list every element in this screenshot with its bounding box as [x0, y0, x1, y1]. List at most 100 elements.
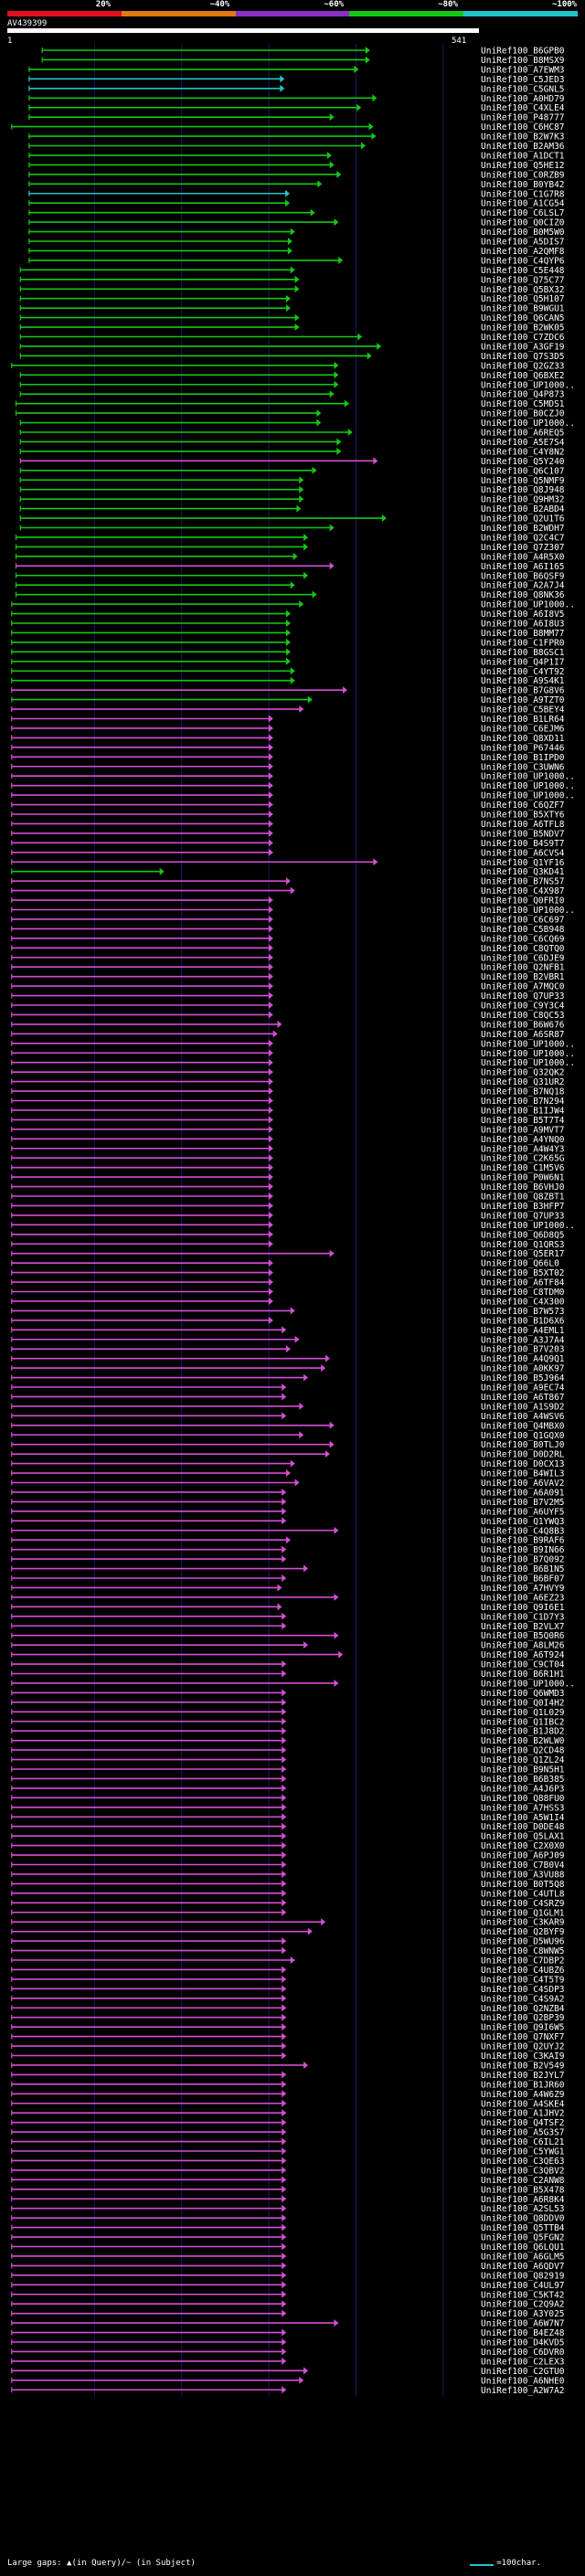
hit-arrow [307, 695, 313, 704]
hit-row: UniRef100_Q2GZ33 [11, 361, 565, 371]
hit-arrow [290, 1307, 295, 1315]
hit-arrow [336, 170, 342, 178]
hit-arrow [290, 581, 295, 589]
hit-arrow [282, 2348, 287, 2356]
hit-label: UniRef100_A6CVS4 [481, 848, 565, 858]
hit-row: UniRef100_C2LEX3 [11, 2357, 565, 2367]
hit-arrow [268, 1211, 273, 1219]
hit-row: UniRef100_B7W573 [11, 1307, 565, 1317]
hit-label: UniRef100_Q2GZ33 [481, 361, 565, 371]
hit-label: UniRef100_A7HVY9 [481, 1584, 565, 1594]
hit-arrow [344, 399, 349, 408]
hit-label: UniRef100_Q4TSF2 [481, 2118, 565, 2128]
hit-label: UniRef100_A4WSV6 [481, 1412, 565, 1422]
hit-label: UniRef100_A2SL53 [481, 2204, 565, 2214]
hit-row: UniRef100_UP1000.. [19, 380, 575, 390]
hit-row: UniRef100_Q7S3D5 [19, 352, 565, 362]
hit-label: UniRef100_B5XTY6 [481, 811, 565, 821]
hit-label: UniRef100_Q2NZB4 [481, 2004, 565, 2014]
hit-row: UniRef100_Q7UP33 [11, 1211, 565, 1221]
hit-label: UniRef100_B7NQ18 [481, 1087, 565, 1097]
hit-label: UniRef100_Q6D8Q5 [481, 1230, 565, 1240]
hit-row: UniRef100_B6GPB0 [41, 47, 565, 57]
hit-arrow [268, 800, 273, 809]
hit-label: UniRef100_C5E448 [481, 266, 565, 276]
hit-arrow [268, 1154, 273, 1162]
hit-arrow [303, 1641, 309, 1649]
hit-arrow [268, 1240, 273, 1248]
hit-label: UniRef100_B8MSX9 [481, 56, 565, 66]
hit-label: UniRef100_Q1YWQ3 [481, 1517, 565, 1527]
hit-row: UniRef100_C4S9A2 [11, 1994, 565, 2004]
hit-arrow [268, 1011, 273, 1019]
color-bar-segment [121, 11, 236, 16]
hit-label: UniRef100_C6QZF7 [481, 800, 565, 811]
hit-row: UniRef100_UP1000.. [11, 772, 575, 782]
hit-row: UniRef100_A4EML1 [11, 1326, 565, 1336]
hit-label: UniRef100_A5G3S7 [481, 2128, 565, 2138]
hit-arrow [334, 218, 339, 227]
hit-arrow [268, 724, 273, 732]
hit-label: UniRef100_Q5TTB4 [481, 2223, 565, 2233]
hit-arrow [282, 2071, 287, 2079]
hit-row: UniRef100_A6R8K4 [11, 2195, 565, 2205]
hit-label: UniRef100_C2X0X0 [481, 1841, 565, 1851]
hit-row: UniRef100_Q8J948 [19, 485, 565, 495]
hit-label: UniRef100_Q0I4H2 [481, 1698, 565, 1708]
hit-arrow [282, 2185, 287, 2193]
hit-row: UniRef100_B2ABD4 [19, 504, 565, 514]
hit-arrow [282, 2262, 287, 2270]
hit-row: UniRef100_D5WU96 [11, 1937, 565, 1947]
hit-label: UniRef100_D0D2RL [481, 1450, 565, 1460]
hit-arrow [268, 1193, 273, 1200]
hit-row: UniRef100_C4YT92 [11, 667, 565, 677]
hit-row: UniRef100_A6GLM5 [11, 2252, 565, 2262]
hit-row: UniRef100_B7NQ18 [11, 1087, 565, 1097]
hit-arrow [268, 1087, 273, 1096]
hit-arrow [285, 877, 291, 885]
hit-row: UniRef100_B7V203 [11, 1345, 565, 1355]
hit-row: UniRef100_UP1000.. [11, 781, 575, 791]
hit-label: UniRef100_B0M5W0 [481, 228, 565, 238]
hit-label: UniRef100_P0W6N1 [481, 1173, 565, 1183]
hit-row: UniRef100_C5BEY4 [11, 705, 565, 716]
hit-arrow [282, 1326, 287, 1334]
hit-label: UniRef100_UP1000.. [481, 600, 575, 610]
hit-arrow [282, 1841, 287, 1850]
hit-label: UniRef100_Q7UP33 [481, 991, 565, 1002]
hit-arrow [282, 1612, 287, 1620]
hit-row: UniRef100_C5KT42 [11, 2290, 565, 2300]
hit-arrow [282, 2128, 287, 2136]
hit-label: UniRef100_Q6C107 [481, 466, 565, 476]
color-bar-segment [7, 11, 122, 16]
hit-label: UniRef100_B2VBR1 [481, 972, 565, 982]
hit-row: UniRef100_Q6LQU1 [11, 2242, 565, 2253]
hit-row: UniRef100_B1JR60 [11, 2080, 565, 2090]
hit-label: UniRef100_Q2U1T6 [481, 514, 565, 525]
hit-label: UniRef100_Q2BP39 [481, 2013, 565, 2023]
hit-arrow [282, 2109, 287, 2117]
hit-arrow [334, 361, 339, 369]
hit-row: UniRef100_B5J964 [11, 1373, 565, 1383]
hit-label: UniRef100_Q2CD48 [481, 1746, 565, 1756]
hit-row: UniRef100_A4Q9Q1 [11, 1354, 565, 1364]
hit-label: UniRef100_Q82919 [481, 2271, 565, 2281]
hit-label: UniRef100_B5X478 [481, 2185, 565, 2195]
hit-label: UniRef100_C8WNW5 [481, 1946, 565, 1956]
hit-row: UniRef100_Q4P1I7 [11, 657, 565, 667]
hit-arrow [329, 390, 335, 398]
hit-label: UniRef100_Q2BYF9 [481, 1927, 565, 1937]
hit-arrow [282, 1507, 287, 1515]
hit-arrow [307, 1927, 313, 1935]
hit-row: UniRef100_Q1YWQ3 [11, 1517, 565, 1527]
hit-label: UniRef100_C1D7Y3 [481, 1612, 565, 1622]
hit-label: UniRef100_B8GSC1 [481, 648, 565, 658]
hit-row: UniRef100_C0RZB9 [28, 170, 565, 180]
hit-row: UniRef100_Q3KD41 [11, 867, 565, 877]
hit-row: UniRef100_A6TF84 [11, 1278, 565, 1288]
hit-label: UniRef100_A9MVT7 [481, 1125, 565, 1135]
hit-label: UniRef100_Q6LQU1 [481, 2242, 565, 2253]
hit-row: UniRef100_B6R1H1 [11, 1670, 565, 1680]
hit-arrow [268, 1288, 273, 1296]
